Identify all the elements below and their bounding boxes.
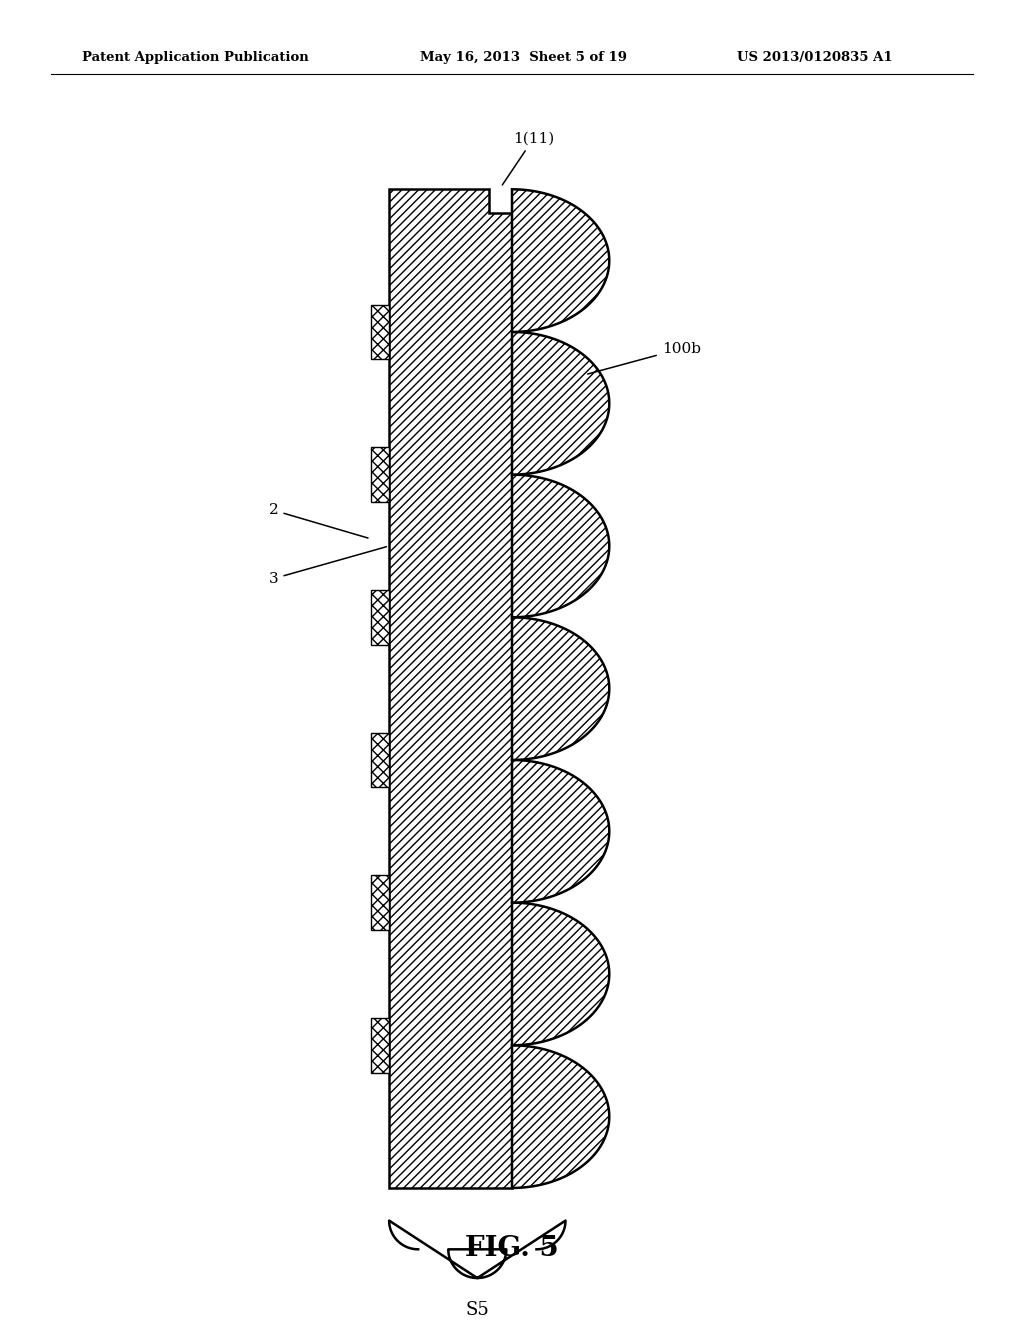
Bar — [371, 590, 389, 644]
Polygon shape — [389, 189, 512, 1188]
Polygon shape — [512, 1045, 609, 1188]
Text: FIG. 5: FIG. 5 — [465, 1234, 559, 1262]
Bar — [371, 733, 389, 787]
Text: May 16, 2013  Sheet 5 of 19: May 16, 2013 Sheet 5 of 19 — [420, 51, 627, 63]
Polygon shape — [512, 760, 609, 903]
Polygon shape — [512, 475, 609, 618]
Text: US 2013/0120835 A1: US 2013/0120835 A1 — [737, 51, 893, 63]
Text: 100b: 100b — [588, 342, 700, 374]
Polygon shape — [512, 618, 609, 760]
Bar — [371, 875, 389, 931]
Polygon shape — [512, 903, 609, 1045]
Bar — [371, 305, 389, 359]
Bar — [371, 1018, 389, 1073]
Text: 1(11): 1(11) — [503, 132, 554, 185]
Text: S5: S5 — [466, 1302, 489, 1319]
Bar — [371, 447, 389, 502]
Polygon shape — [512, 189, 609, 331]
Text: 2: 2 — [268, 503, 368, 539]
Polygon shape — [512, 331, 609, 475]
Text: Patent Application Publication: Patent Application Publication — [82, 51, 308, 63]
Text: 3: 3 — [269, 546, 386, 586]
